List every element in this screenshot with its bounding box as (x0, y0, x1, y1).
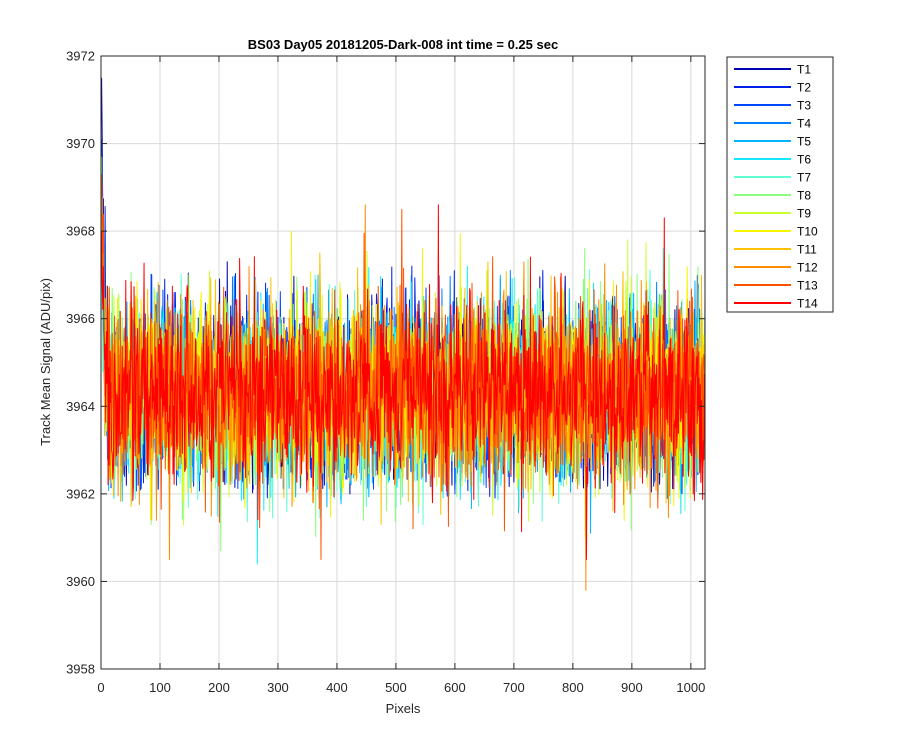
y-tick-label: 3966 (66, 311, 95, 326)
x-tick-label: 600 (444, 680, 466, 695)
x-tick-label: 300 (267, 680, 289, 695)
y-tick-label: 3964 (66, 399, 95, 414)
legend-label-t11: T11 (797, 243, 817, 257)
y-tick-label: 3972 (66, 49, 95, 64)
y-tick-label: 3962 (66, 486, 95, 501)
x-tick-label: 0 (97, 680, 104, 695)
x-axis-label: Pixels (386, 701, 421, 716)
x-tick-label: 700 (503, 680, 525, 695)
y-tick-label: 3970 (66, 136, 95, 151)
x-tick-label: 100 (149, 680, 171, 695)
axes-box (100, 55, 706, 670)
y-axis-label: Track Mean Signal (ADU/pix) (38, 278, 53, 446)
chart-title: BS03 Day05 20181205-Dark-008 int time = … (248, 37, 558, 52)
y-tick-label: 3958 (66, 662, 95, 677)
y-tick-label: 3968 (66, 224, 95, 239)
x-tick-label: 1000 (676, 680, 705, 695)
legend-label-t7: T7 (797, 171, 811, 185)
x-tick-label: 500 (385, 680, 407, 695)
x-tick-label: 400 (326, 680, 348, 695)
x-tick-label: 800 (562, 680, 584, 695)
legend-label-t4: T4 (797, 117, 811, 131)
y-tick-label: 3960 (66, 574, 95, 589)
legend-label-t2: T2 (797, 81, 811, 95)
series-line-t14 (101, 204, 706, 561)
y-tick-labels: 3958 3960 3962 3964 3966 3968 3970 3972 (66, 49, 95, 677)
legend[interactable]: T1 T2 T3 T4 T5 T6 T7 T8 T9 T10 T11 T12 T13 T14 (726, 56, 834, 313)
legend-label-t10: T10 (797, 225, 818, 239)
legend-label-t3: T3 (797, 99, 811, 113)
legend-label-t8: T8 (797, 189, 811, 203)
legend-label-t5: T5 (797, 135, 811, 149)
x-tick-label: 900 (621, 680, 643, 695)
legend-label-t12: T12 (797, 261, 818, 275)
ticks (100, 55, 705, 670)
legend-label-t1: T1 (797, 63, 811, 77)
x-tick-label: 200 (208, 680, 230, 695)
legend-label-t14: T14 (797, 297, 818, 311)
legend-label-t9: T9 (797, 207, 811, 221)
legend-box (726, 56, 834, 313)
legend-label-t13: T13 (797, 279, 818, 293)
x-tick-labels: 0 100 200 300 400 500 600 700 800 900 1000 (97, 680, 705, 695)
series-layer (101, 77, 706, 591)
legend-label-t6: T6 (797, 153, 811, 167)
